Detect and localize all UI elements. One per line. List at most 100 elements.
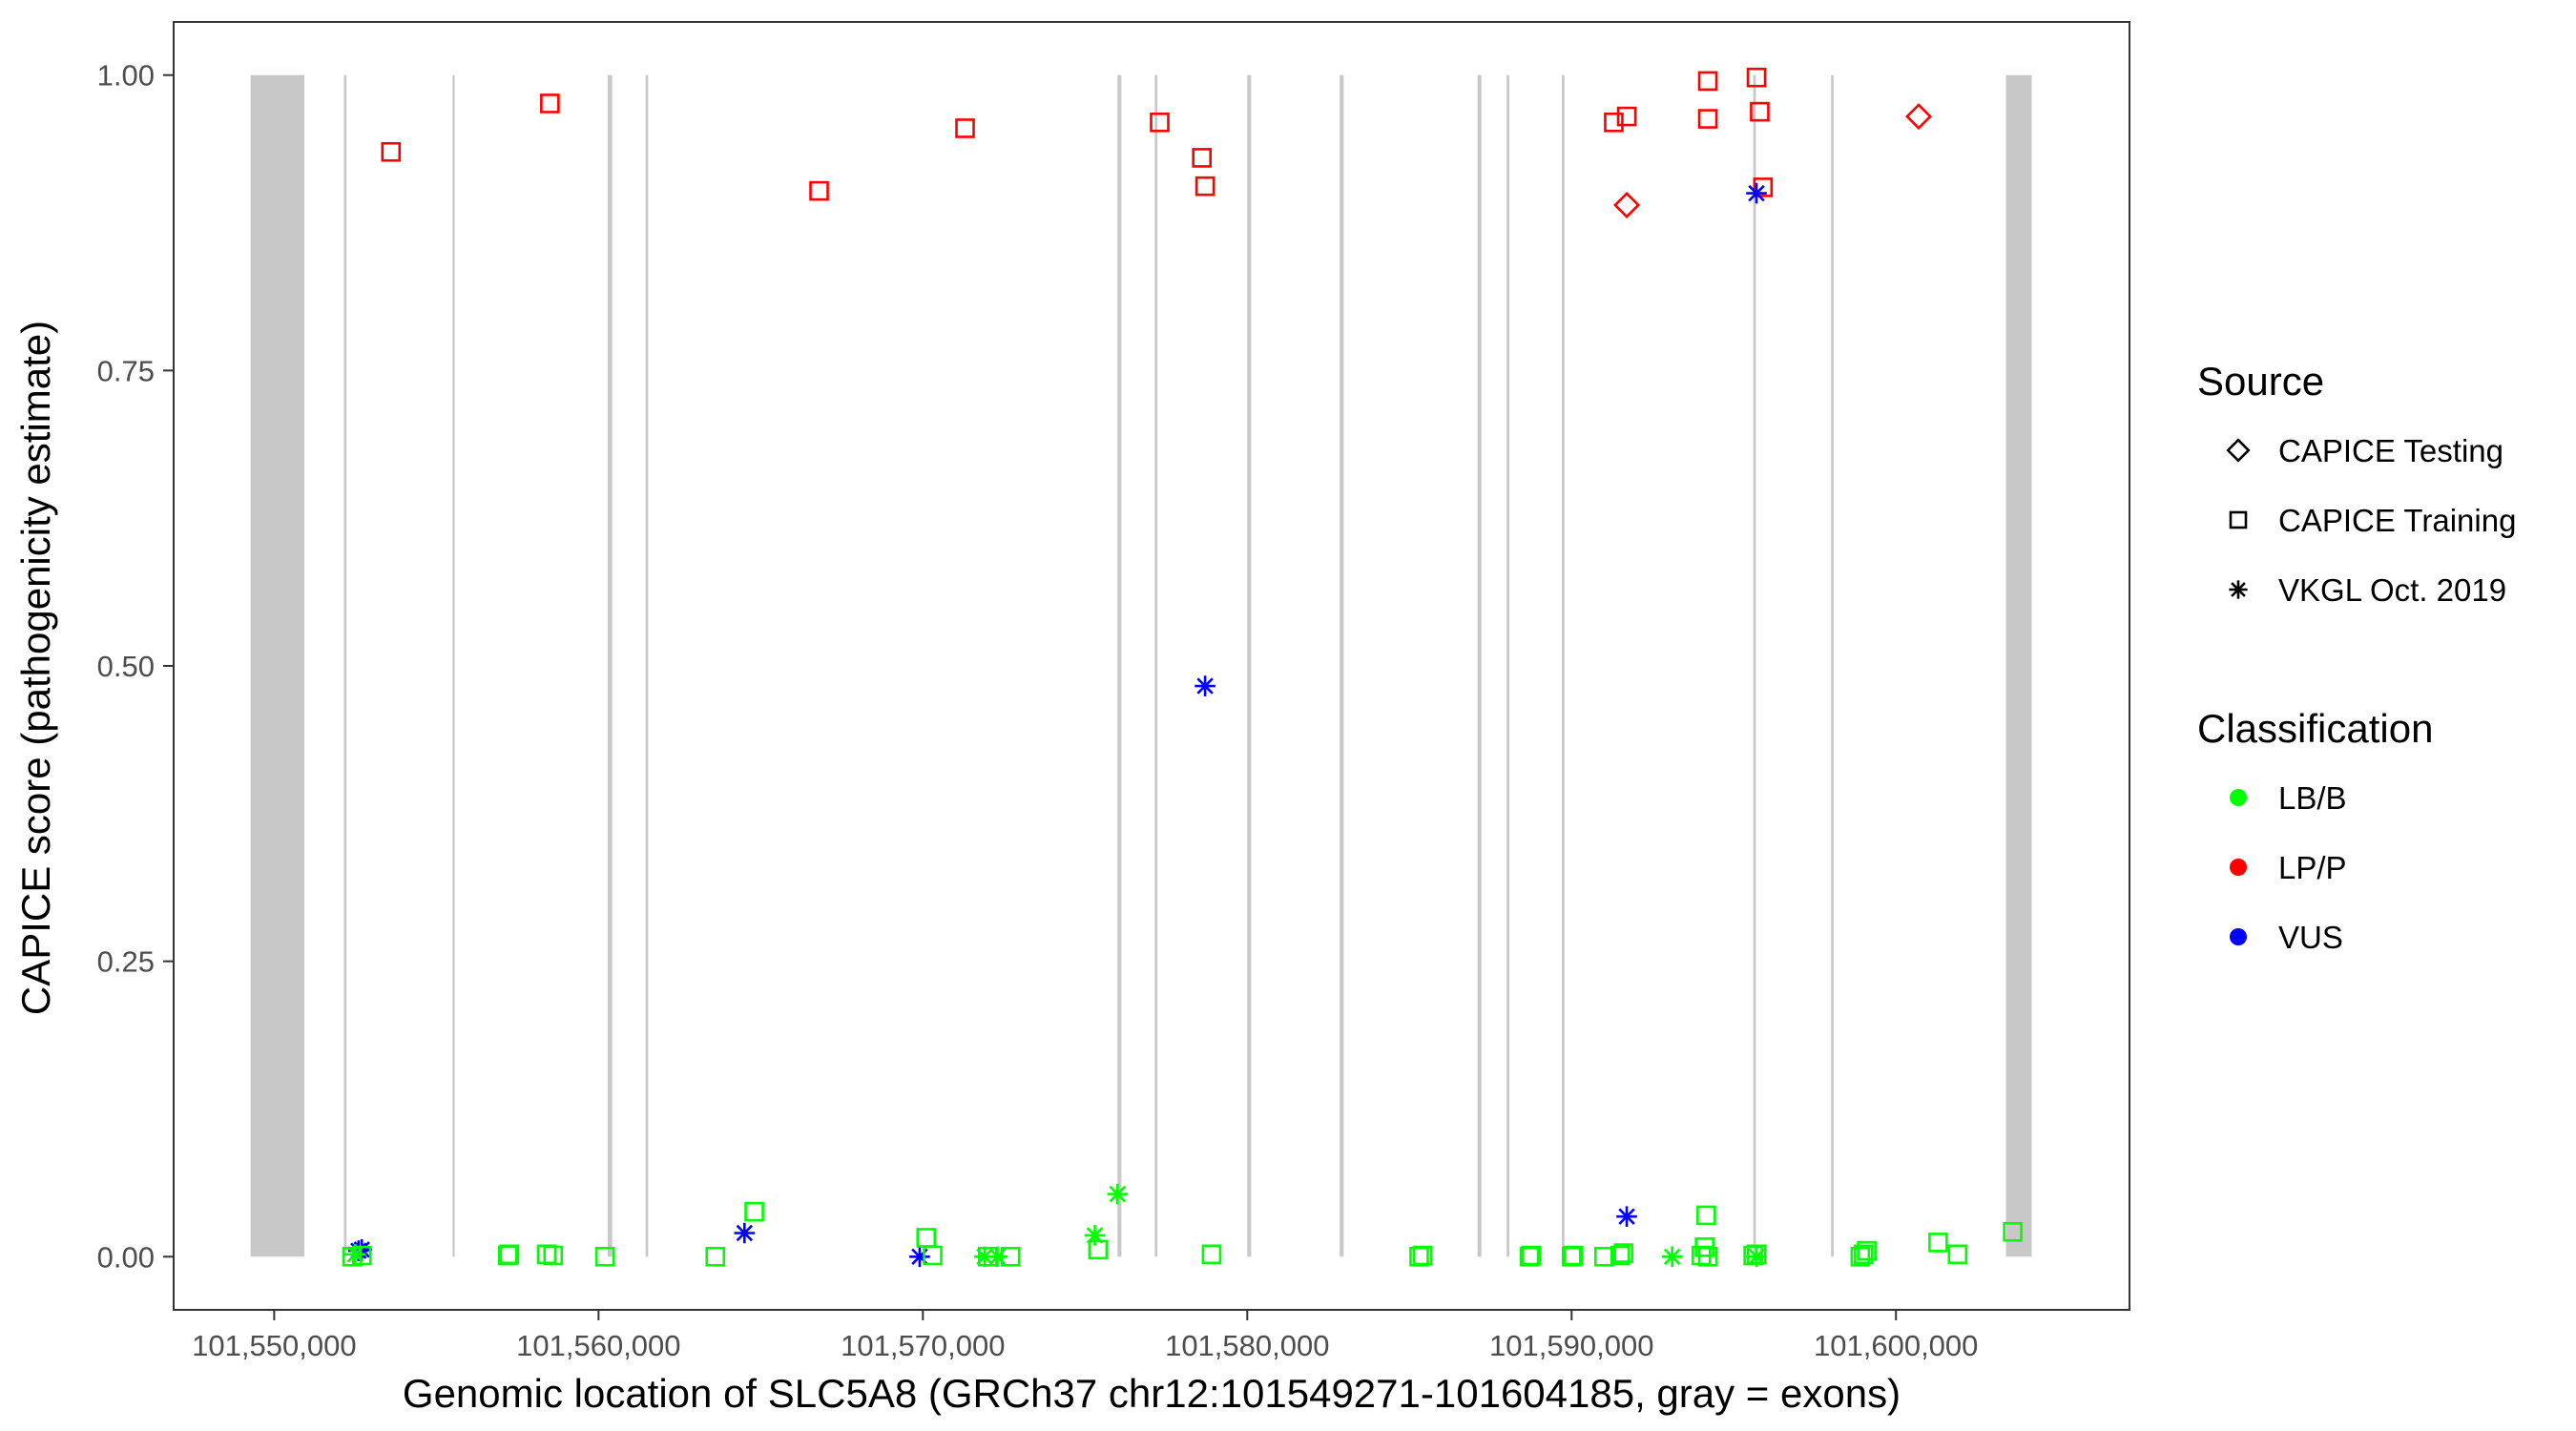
x-axis-title: Genomic location of SLC5A8 (GRCh37 chr12…: [403, 1371, 1901, 1416]
y-axis-title: CAPICE score (pathogenicity estimate): [13, 321, 58, 1015]
exon-band: [1340, 74, 1344, 1257]
x-tick-label: 101,550,000: [192, 1329, 356, 1362]
data-point: [1697, 1246, 1718, 1267]
x-tick-label: 101,560,000: [516, 1329, 680, 1362]
data-point: [1412, 1245, 1433, 1266]
exon-band: [1477, 74, 1482, 1257]
data-point: [499, 1244, 520, 1265]
legend-label-classification: LB/B: [2278, 780, 2347, 816]
data-point: [1661, 1246, 1683, 1268]
data-point: [1192, 148, 1212, 168]
x-tick-label: 101,580,000: [1165, 1329, 1329, 1362]
data-point: [909, 1246, 930, 1268]
data-point: [1195, 675, 1215, 696]
legend-key-asterisk: [2229, 580, 2248, 599]
data-point: [540, 93, 560, 114]
legend-title-source: Source: [2197, 359, 2324, 404]
legend-source-entries: CAPICE Testing CAPICE Training VKGL Oct. 2…: [2226, 433, 2516, 608]
exon-band: [1506, 74, 1509, 1257]
data-point: [1746, 1244, 1767, 1265]
series-capice-training-lb-b: [342, 1201, 2023, 1267]
legend-key-dot: [2230, 928, 2247, 945]
data-point: [1000, 1246, 1021, 1267]
data-point: [1616, 106, 1637, 127]
exon-band: [1154, 74, 1158, 1257]
data-point: [1853, 1244, 1874, 1265]
data-point: [809, 180, 829, 201]
exon-band: [343, 74, 347, 1257]
exon-band: [2005, 74, 2032, 1257]
exon-band: [1562, 74, 1565, 1257]
data-point: [1750, 101, 1770, 122]
legend-label-source: VKGL Oct. 2019: [2278, 572, 2506, 608]
legend-label-source: CAPICE Training: [2278, 503, 2516, 538]
data-point: [744, 1201, 764, 1222]
y-tick-label: 1.00: [97, 59, 155, 93]
data-point: [1857, 1240, 1877, 1261]
exon-band: [1247, 74, 1252, 1257]
data-point: [705, 1246, 726, 1267]
legend-label-classification: LP/P: [2278, 850, 2347, 885]
data-point: [1697, 71, 1718, 92]
data-point: [1905, 103, 1933, 131]
data-point: [1107, 1183, 1129, 1205]
data-point: [1947, 1244, 1968, 1265]
exon-band: [1753, 74, 1756, 1257]
x-tick-label: 101,600,000: [1814, 1329, 1978, 1362]
legend-key-dot: [2230, 789, 2247, 806]
exon-band: [645, 74, 649, 1257]
exon-band: [452, 74, 455, 1257]
data-point: [543, 1245, 564, 1266]
data-point: [1850, 1246, 1871, 1267]
data-points: [342, 67, 2023, 1268]
data-point: [594, 1246, 615, 1267]
exon-band: [607, 74, 613, 1257]
exon-band: [250, 74, 305, 1257]
legend-key-diamond: [2226, 438, 2251, 463]
legend-label-source: CAPICE Testing: [2278, 433, 2503, 468]
y-axis: 0.00 0.25 0.50 0.75 1.00: [97, 59, 174, 1274]
legend-key-square: [2229, 510, 2248, 529]
x-tick-label: 101,590,000: [1489, 1329, 1653, 1362]
data-point: [1563, 1245, 1584, 1266]
exon-band: [1831, 74, 1834, 1257]
data-point: [1746, 67, 1767, 88]
data-point: [1604, 112, 1624, 133]
x-tick-label: 101,570,000: [841, 1329, 1005, 1362]
data-point: [1753, 177, 1774, 197]
data-point: [1697, 109, 1718, 129]
data-point: [2003, 1221, 2023, 1242]
data-point: [1150, 112, 1170, 133]
y-tick-label: 0.50: [97, 650, 155, 683]
data-point: [1613, 1243, 1633, 1263]
data-point: [1201, 1244, 1222, 1265]
data-point: [344, 1243, 366, 1265]
data-point: [1195, 176, 1215, 197]
data-point: [536, 1244, 557, 1265]
exon-band: [1117, 74, 1122, 1257]
data-point: [1746, 1246, 1767, 1268]
legend-classification-entries: LB/B LP/P VUS: [2230, 780, 2347, 955]
exon-bands: [250, 74, 2032, 1257]
plot-panel-border: [173, 21, 2130, 1311]
data-point: [955, 118, 975, 138]
y-tick-label: 0.75: [97, 354, 155, 387]
data-point: [1696, 1205, 1716, 1226]
data-point: [381, 141, 402, 162]
x-axis: 101,550,000 101,560,000 101,570,000 101,580…: [192, 1310, 1978, 1362]
series-vkgl-oct-2019-vus: [347, 182, 1767, 1268]
legend-title-classification: Classification: [2197, 706, 2433, 751]
series-capice-training-lp-p: [381, 67, 1774, 201]
legend-label-classification: VUS: [2278, 920, 2343, 955]
data-point: [1928, 1233, 1948, 1253]
data-point: [923, 1245, 943, 1266]
data-point: [734, 1222, 756, 1244]
data-point: [351, 1245, 372, 1266]
data-point: [916, 1228, 937, 1248]
data-point: [1616, 1206, 1637, 1227]
y-tick-label: 0.00: [97, 1240, 155, 1274]
data-point: [1613, 191, 1641, 218]
data-point: [1746, 182, 1767, 204]
